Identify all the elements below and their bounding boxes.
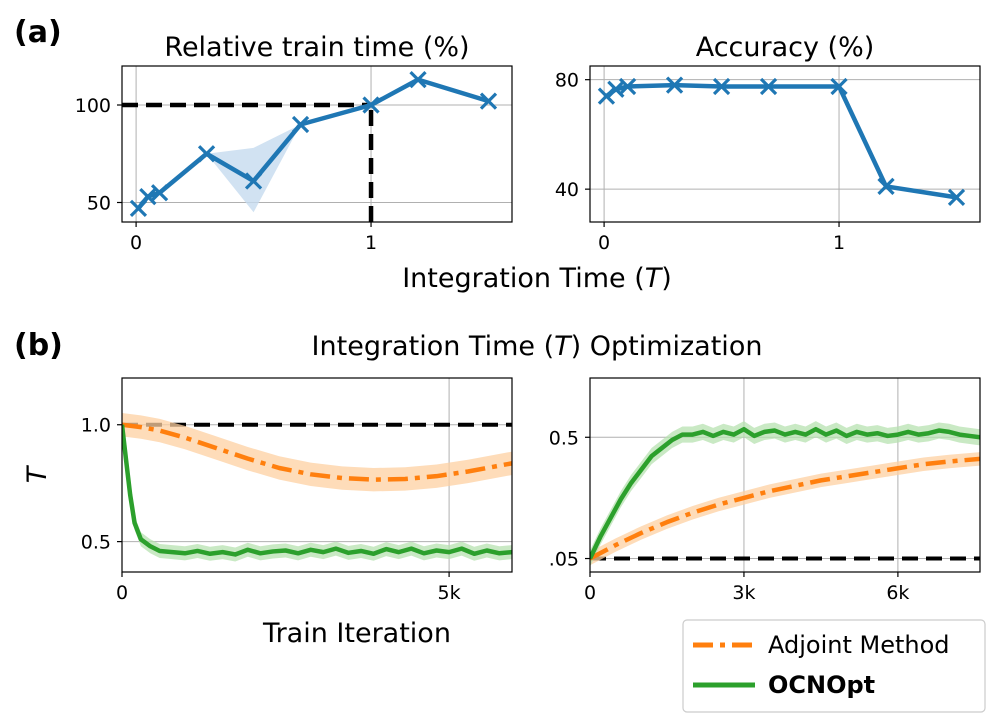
x-tick-label: 0 [598,232,610,254]
y-tick-label: 1.0 [81,415,111,437]
data-point [830,77,848,96]
series-line [605,82,957,200]
data-point [291,115,310,134]
legend-frame [682,619,986,713]
chart-title: Accuracy (%) [696,32,875,63]
series-band [122,413,512,492]
series-line [590,426,980,560]
chart-integration-time-left: 0 5k 0.5 1.0 Train Iteration T [22,377,513,649]
chart-title: Relative train time (%) [164,32,469,63]
series-line [122,424,512,557]
legend-label-adjoint: Adjoint Method [768,631,950,659]
x-tick-label: 5k [438,582,461,604]
plot-area [605,82,957,200]
data-point [129,199,148,217]
data-point [139,188,157,206]
x-tick-label: 6k [886,582,909,604]
data-point [759,77,778,96]
x-tick-label: 0 [116,582,128,604]
data-point [597,87,616,105]
series-line [136,77,490,210]
series-band [122,417,512,562]
y-tick-label: 50 [87,193,111,215]
legend: Adjoint Method OCNOpt [682,619,986,713]
legend-label-ocnopt: OCNOpt [768,671,875,699]
series-line [122,422,512,482]
data-point [409,71,427,89]
section-b-title: Integration Time (T) Optimization [312,331,763,362]
plot-area [122,413,512,562]
panel-label-a: (a) [14,15,62,50]
panel-label-b: (b) [14,328,63,363]
y-tick-label: 80 [555,70,579,92]
uncertainty-band [206,124,301,213]
axes-frame [121,65,513,223]
a-xlabel: Integration Time (T) [402,263,672,294]
data-point [150,184,169,202]
x-tick-label: 0 [584,582,596,604]
x-tick-label: 0 [130,232,142,254]
chart-accuracy: 0 1 40 80 Accuracy (%) [555,32,981,254]
data-point [712,77,731,96]
series-band [590,421,980,567]
chart-relative-train-time: 0 1 50 100 Relative train time (%) [75,32,513,254]
data-point [947,188,966,206]
data-point [479,92,498,110]
data-point [362,96,380,114]
data-point [618,77,637,96]
data-point [877,177,895,196]
y-tick-label: 0.5 [549,427,579,449]
plot-area [122,77,490,222]
data-point [197,145,216,163]
plot-area [590,421,980,567]
chart-integration-time-right: 0 3k 6k .05 0.5 [549,377,981,604]
y-tick-label: 0.5 [81,532,111,554]
axes-frame [589,377,981,573]
axes-frame [589,65,981,223]
axes-frame [121,377,513,573]
x-tick-label: 1 [833,232,845,254]
x-tick-label: 1 [365,232,377,254]
series-line [590,456,980,561]
y-tick-label: .05 [549,549,579,571]
data-point [665,76,684,94]
x-tick-label: 3k [732,582,755,604]
y-tick-label: 100 [75,95,111,117]
series-band [590,452,980,566]
y-tick-label: 40 [555,179,579,201]
y-axis-label: T [22,464,53,483]
data-point [244,172,263,190]
x-axis-label: Train Iteration [262,618,451,649]
